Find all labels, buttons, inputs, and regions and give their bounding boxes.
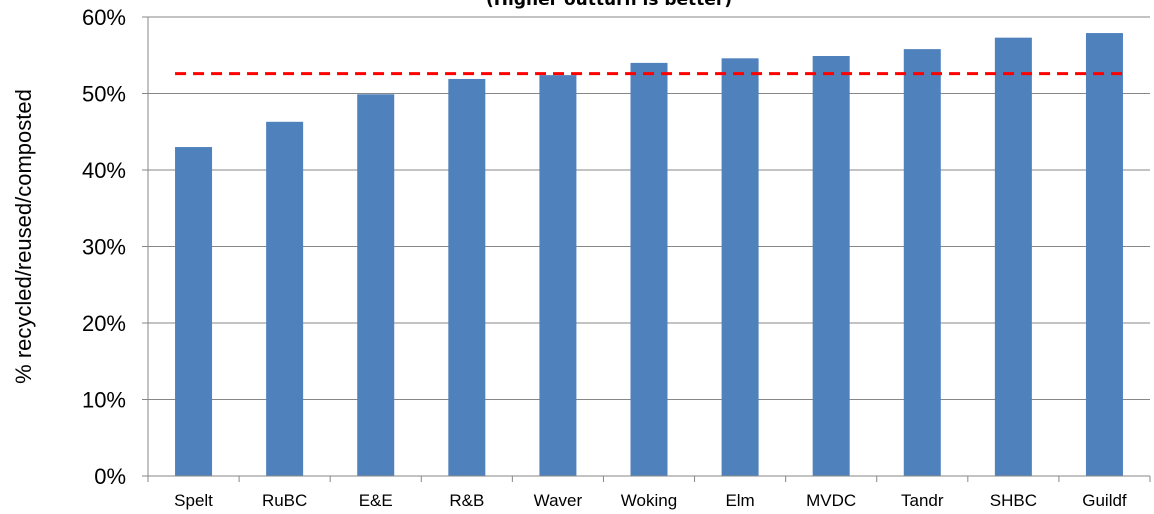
- bar: [539, 75, 577, 476]
- bar: [266, 121, 304, 477]
- y-tick-label: 0%: [94, 464, 126, 489]
- y-tick-label: 30%: [82, 235, 126, 260]
- x-tick-label: SHBC: [990, 491, 1037, 510]
- y-axis-label: % recycled/reused/composted: [11, 89, 36, 384]
- x-tick-label: Waver: [534, 491, 583, 510]
- x-tick-label: Elm: [725, 491, 754, 510]
- bar: [721, 58, 759, 477]
- bar: [357, 94, 395, 476]
- bar: [1085, 33, 1123, 476]
- y-tick-label: 20%: [82, 311, 126, 336]
- x-tick-label: Tandr: [901, 491, 944, 510]
- y-tick-label: 50%: [82, 82, 126, 107]
- bar: [448, 78, 486, 476]
- bar: [812, 56, 850, 476]
- y-tick-label: 10%: [82, 388, 126, 413]
- x-tick-label: Guildf: [1082, 491, 1127, 510]
- y-tick-label: 60%: [82, 5, 126, 30]
- chart-title: (Higher outturn is better): [486, 0, 732, 10]
- bar: [994, 37, 1032, 476]
- x-tick-label: Woking: [621, 491, 677, 510]
- bar: [630, 62, 668, 477]
- bar: [903, 49, 941, 476]
- x-tick-label: R&B: [449, 491, 484, 510]
- x-tick-label: MVDC: [806, 491, 856, 510]
- y-tick-label: 40%: [82, 158, 126, 183]
- x-tick-label: Spelt: [174, 491, 213, 510]
- x-tick-label: E&E: [359, 491, 393, 510]
- x-tick-label: RuBC: [262, 491, 307, 510]
- bar: [175, 147, 213, 477]
